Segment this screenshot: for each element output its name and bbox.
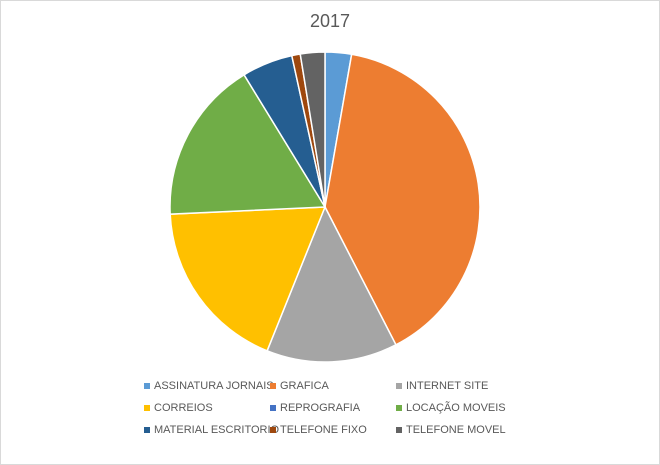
pie-slice-loca-o-moveis [169,73,327,215]
pie-slice-telefone-movel [299,51,326,208]
legend-item: INTERNET SITE [396,379,524,393]
legend-item: CORREIOS [144,401,270,415]
legend-swatch [270,383,276,389]
chart-legend: ASSINATURA JORNAIS GRAFICA INTERNET SITE CO… [144,379,524,437]
legend-swatch [144,383,150,389]
legend-label: LOCAÇÃO MOVEIS [406,402,506,414]
legend-item: GRAFICA [270,379,396,393]
legend-item: TELEFONE MOVEL [396,423,524,437]
pie-slice-internet-site [266,205,397,363]
legend-label: GRAFICA [280,380,329,392]
legend-label: MATERIAL ESCRITORIO [154,424,280,436]
legend-swatch [270,405,276,411]
legend-swatch [270,427,276,433]
legend-label: ASSINATURA JORNAIS [154,380,274,392]
legend-swatch [396,405,402,411]
legend-label: CORREIOS [154,402,213,414]
legend-item: ASSINATURA JORNAIS [144,379,274,393]
legend-swatch [144,405,150,411]
legend-swatch [144,427,150,433]
pie-slice-grafica [324,53,481,346]
legend-label: REPROGRAFIA [280,402,361,414]
legend-item: TELEFONE FIXO [270,423,396,437]
pie-slice-correios [169,206,327,352]
legend-item: MATERIAL ESCRITORIO [144,423,279,437]
chart-title: 2017 [309,11,351,31]
legend-item: LOCAÇÃO MOVEIS [396,401,524,415]
legend-label: INTERNET SITE [406,380,489,392]
legend-swatch [396,383,402,389]
legend-label: TELEFONE FIXO [280,424,367,436]
legend-swatch [396,427,402,433]
legend-label: TELEFONE MOVEL [406,424,506,436]
legend-item: REPROGRAFIA [270,401,396,415]
